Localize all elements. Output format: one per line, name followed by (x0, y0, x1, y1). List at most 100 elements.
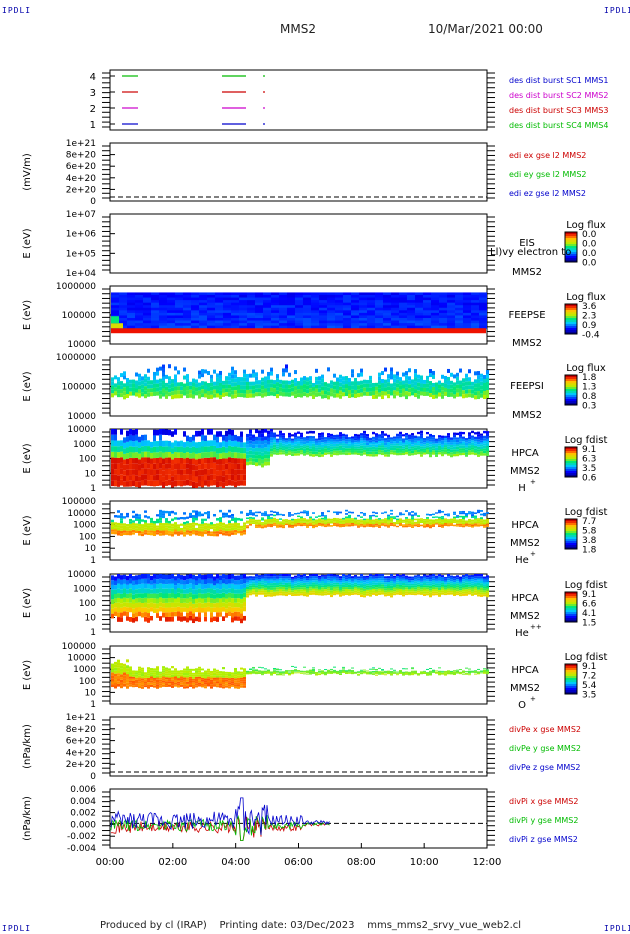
panel-5-cell (378, 436, 381, 439)
panel-6-cell (114, 527, 117, 530)
panel-5-cell (237, 474, 240, 481)
panel-4-cell (177, 370, 180, 375)
panel-5-cell (171, 464, 174, 471)
panel-4-cell (141, 392, 144, 397)
panel-7-cell (159, 602, 162, 607)
panel-3-cell (327, 292, 335, 296)
panel-7-cell (342, 589, 345, 592)
panel-5-cell (180, 457, 183, 464)
panel-5-cbar-title: Log fdist (565, 435, 608, 446)
panel-6-cell (243, 522, 246, 525)
panel-5-cell (279, 449, 282, 453)
panel-5-cell (387, 444, 390, 447)
panel-6-cell (168, 511, 171, 514)
panel-7-cell (246, 580, 249, 583)
panel-4-cell (381, 383, 384, 388)
panel-7-cell (195, 576, 198, 581)
panel-6-cell (198, 531, 201, 534)
panel-4-cell (126, 390, 129, 395)
panel-7-cell (234, 575, 237, 581)
panel-6-cell (426, 523, 429, 526)
panel-3-cell (303, 307, 311, 311)
panel-7-cell (237, 616, 240, 621)
panel-6-cell (417, 518, 420, 521)
panel-7-cell (375, 589, 378, 592)
panel-5-cell (231, 441, 234, 447)
panel-3-cell (447, 302, 455, 306)
panel-5-cell (144, 445, 147, 452)
panel-5-cell (474, 452, 477, 456)
panel-5-cell (396, 452, 399, 456)
panel-7-cell (318, 583, 321, 586)
panel-4-cell (228, 380, 231, 385)
panel-6-cell (204, 512, 207, 515)
panel-7-cell (420, 591, 423, 594)
panel-5-cell (315, 442, 318, 446)
panel-7-cell (279, 574, 282, 577)
panel-7-cell (198, 578, 201, 584)
panel-5-cell (279, 437, 282, 441)
panel-7-cell (429, 594, 432, 598)
panel-7-cell (321, 591, 324, 594)
panel-3-cell (279, 297, 287, 301)
panel-5-cell (342, 438, 345, 441)
panel-3-cell (247, 325, 255, 329)
panel-5-cell (282, 435, 285, 438)
panel-5-cell (156, 469, 159, 475)
panel-3-cell (135, 317, 143, 322)
panel-6-cell (435, 521, 438, 524)
panel-3-cell (143, 294, 151, 299)
panel-5-cell (225, 463, 228, 470)
panel-4-cell (189, 389, 192, 394)
panel-4-cell (138, 381, 141, 386)
panel-5-cell (480, 437, 483, 441)
panel-6-cell (468, 519, 471, 521)
panel-7-cell (423, 589, 426, 592)
panel-7-cell (210, 588, 213, 594)
panel-3-cell (399, 315, 407, 319)
panel-6-cell (438, 521, 441, 524)
panel-4-cell (249, 385, 252, 390)
panel-5-cell (393, 436, 396, 439)
panel-7-cell (363, 588, 366, 591)
panel-4-cell (210, 394, 213, 399)
panel-4-cell (429, 385, 432, 390)
panel-5-cell (483, 450, 486, 454)
panel-5-cell (312, 441, 315, 444)
panel-5-cell (135, 446, 138, 453)
panel-6-cell (486, 525, 489, 527)
panel-6-cell (201, 523, 204, 527)
panel-6-cell (435, 520, 438, 522)
panel-7-cell (210, 598, 213, 603)
panel-6-cell (312, 518, 315, 521)
panel-3-cell (463, 292, 471, 296)
panel-4-cell (228, 384, 231, 389)
panel-4-cell (369, 391, 372, 396)
panel-6-cell (165, 532, 168, 535)
panel-4-cell (258, 380, 261, 385)
panel-5-cell (465, 447, 468, 450)
panel-0-legend-1: des dist burst SC2 MMS2 (509, 91, 608, 100)
panel-7-cell (423, 583, 426, 586)
panel-5-cell (201, 458, 204, 465)
panel-3-cell (191, 302, 199, 306)
panel-6-cell (486, 521, 489, 524)
panel-6-cell (432, 513, 435, 516)
panel-4-cell (285, 364, 288, 369)
panel-6-cell (300, 522, 303, 525)
panel-7-cell (276, 585, 279, 588)
panel-4-cell (432, 374, 435, 379)
panel-6-cell (390, 522, 393, 525)
panel-5-cell (138, 459, 141, 465)
panel-6-cell (225, 531, 228, 534)
panel-5-cell (129, 446, 132, 453)
panel-4-cbar-cell-7 (565, 389, 577, 392)
panel-7-cell (459, 592, 462, 595)
panel-7-cell (264, 592, 267, 595)
panel-7-cell (432, 589, 435, 592)
panel-6-cell (393, 522, 396, 524)
panel-5-cell (156, 429, 159, 436)
panel-3-cell (295, 325, 303, 329)
panel-6-frame (109, 500, 488, 561)
panel-3-cell (423, 317, 431, 322)
